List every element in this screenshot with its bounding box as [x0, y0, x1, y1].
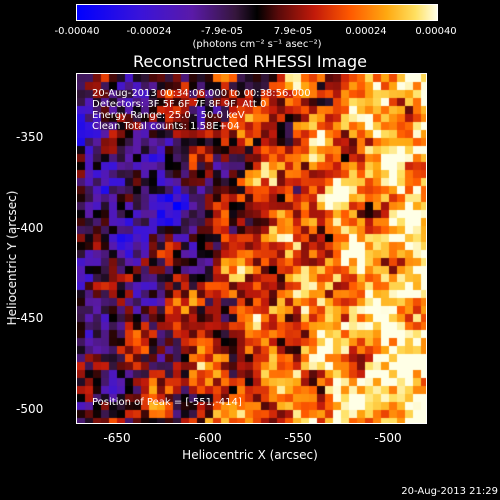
peak-position-label: Position of Peak = [-551,-414]	[92, 397, 242, 408]
y-axis-label: Heliocentric Y (arcsec)	[5, 190, 19, 326]
x-tick-label: -550	[284, 431, 312, 445]
colorbar	[76, 4, 438, 21]
colorbar-units: (photons cm⁻² s⁻¹ asec⁻²)	[192, 39, 322, 50]
y-tick-label: -350	[16, 130, 44, 144]
info-time-range: 20-Aug-2013 00:34:06.000 to 00:38:56.000	[92, 88, 311, 99]
x-axis-label: Heliocentric X (arcsec)	[182, 448, 318, 462]
plot-area	[76, 73, 427, 424]
x-tick-label: -650	[103, 431, 131, 445]
colorbar-tick: 0.00040	[415, 26, 457, 37]
colorbar-tick: 7.9e-05	[273, 26, 313, 37]
heatmap-image	[77, 74, 426, 423]
timestamp: 20-Aug-2013 21:29	[401, 486, 498, 497]
y-tick-label: -500	[16, 402, 44, 416]
colorbar-tick: 0.00024	[345, 26, 387, 37]
colorbar-tick: -7.9e-05	[201, 26, 243, 37]
info-clean-counts: Clean Total counts: 1.58E+04	[92, 121, 240, 132]
chart-title: Reconstructed RHESSI Image	[133, 52, 367, 71]
info-energy-range: Energy Range: 25.0 - 50.0 keV	[92, 110, 245, 121]
y-tick-label: -400	[16, 221, 44, 235]
colorbar-tick: -0.00040	[54, 26, 100, 37]
x-tick-label: -600	[194, 431, 222, 445]
info-detectors: Detectors: 3F 5F 6F 7F 8F 9F, Att 0	[92, 99, 267, 110]
colorbar-tick: -0.00024	[126, 26, 172, 37]
x-tick-label: -500	[374, 431, 402, 445]
y-tick-label: -450	[16, 311, 44, 325]
